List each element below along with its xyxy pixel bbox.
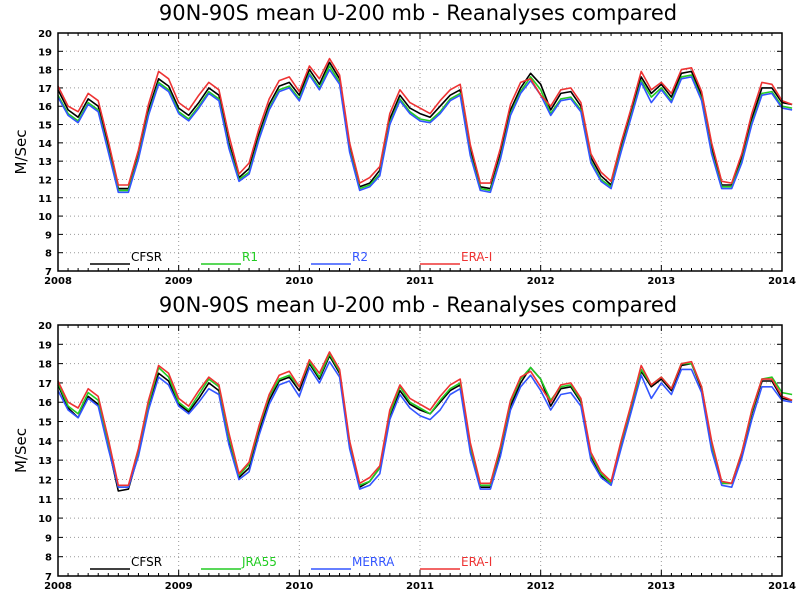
series-line-cfsr	[57, 61, 793, 190]
y-tick-label: 18	[38, 66, 52, 77]
y-tick-label: 15	[38, 418, 52, 429]
y-tick-label: 20	[38, 29, 52, 40]
series-line-era-i	[57, 351, 793, 487]
y-tick-label: 8	[45, 249, 52, 260]
y-tick-label: 17	[38, 379, 52, 390]
y-axis-label: M/Sec	[12, 428, 30, 473]
x-tick-label: 2012	[527, 581, 555, 592]
y-tick-label: 16	[38, 398, 52, 409]
x-tick-label: 2013	[647, 276, 675, 287]
x-tick-label: 2008	[44, 581, 72, 592]
legend-label: CFSR	[131, 250, 162, 264]
y-tick-label: 17	[38, 84, 52, 95]
x-tick-label: 2013	[647, 581, 675, 592]
chart-panel-1: 90N-90S mean U-200 mb - Reanalyses compa…	[12, 1, 796, 287]
y-axis-label: M/Sec	[12, 130, 30, 175]
series-line-r1	[57, 65, 793, 192]
series-line-merra	[57, 360, 793, 490]
plot-frame	[57, 324, 783, 577]
legend-label: MERRA	[352, 555, 395, 569]
x-tick-label: 2008	[44, 276, 72, 287]
y-tick-label: 14	[38, 139, 52, 150]
x-tick-label: 2011	[406, 581, 434, 592]
y-tick-label: 19	[38, 47, 52, 58]
y-tick-label: 13	[38, 157, 52, 168]
y-tick-label: 7	[45, 267, 52, 278]
x-tick-label: 2009	[165, 276, 193, 287]
legend-label: ERA-I	[461, 250, 492, 264]
y-tick-label: 11	[38, 194, 52, 205]
y-tick-label: 14	[38, 437, 52, 448]
y-tick-label: 18	[38, 360, 52, 371]
chart-title: 90N-90S mean U-200 mb - Reanalyses compa…	[159, 293, 677, 317]
y-tick-label: 11	[38, 495, 52, 506]
series-line-era-i	[57, 57, 793, 186]
legend-label: JRA55	[241, 555, 277, 569]
y-tick-label: 10	[38, 514, 52, 525]
y-tick-label: 10	[38, 212, 52, 223]
x-tick-label: 2012	[527, 276, 555, 287]
y-tick-label: 12	[38, 175, 52, 186]
x-tick-label: 2010	[285, 581, 313, 592]
y-tick-label: 8	[45, 553, 52, 564]
y-tick-label: 13	[38, 456, 52, 467]
x-tick-label: 2010	[285, 276, 313, 287]
x-tick-label: 2011	[406, 276, 434, 287]
y-tick-label: 12	[38, 475, 52, 486]
series-line-cfsr	[57, 355, 793, 492]
y-tick-label: 19	[38, 340, 52, 351]
y-tick-label: 16	[38, 102, 52, 113]
series-line-r2	[57, 68, 793, 194]
chart-panel-2: 90N-90S mean U-200 mb - Reanalyses compa…	[12, 293, 796, 592]
legend-label: ERA-I	[461, 555, 492, 569]
y-tick-label: 7	[45, 572, 52, 583]
y-tick-label: 15	[38, 121, 52, 132]
x-tick-label: 2009	[165, 581, 193, 592]
plot-frame	[57, 32, 783, 272]
y-tick-label: 9	[45, 230, 52, 241]
x-tick-label: 2014	[768, 581, 796, 592]
y-tick-label: 20	[38, 321, 52, 332]
legend-label: R1	[242, 250, 258, 264]
legend-label: CFSR	[131, 555, 162, 569]
y-tick-label: 9	[45, 533, 52, 544]
legend-label: R2	[352, 250, 368, 264]
x-tick-label: 2014	[768, 276, 796, 287]
chart-title: 90N-90S mean U-200 mb - Reanalyses compa…	[159, 1, 677, 25]
